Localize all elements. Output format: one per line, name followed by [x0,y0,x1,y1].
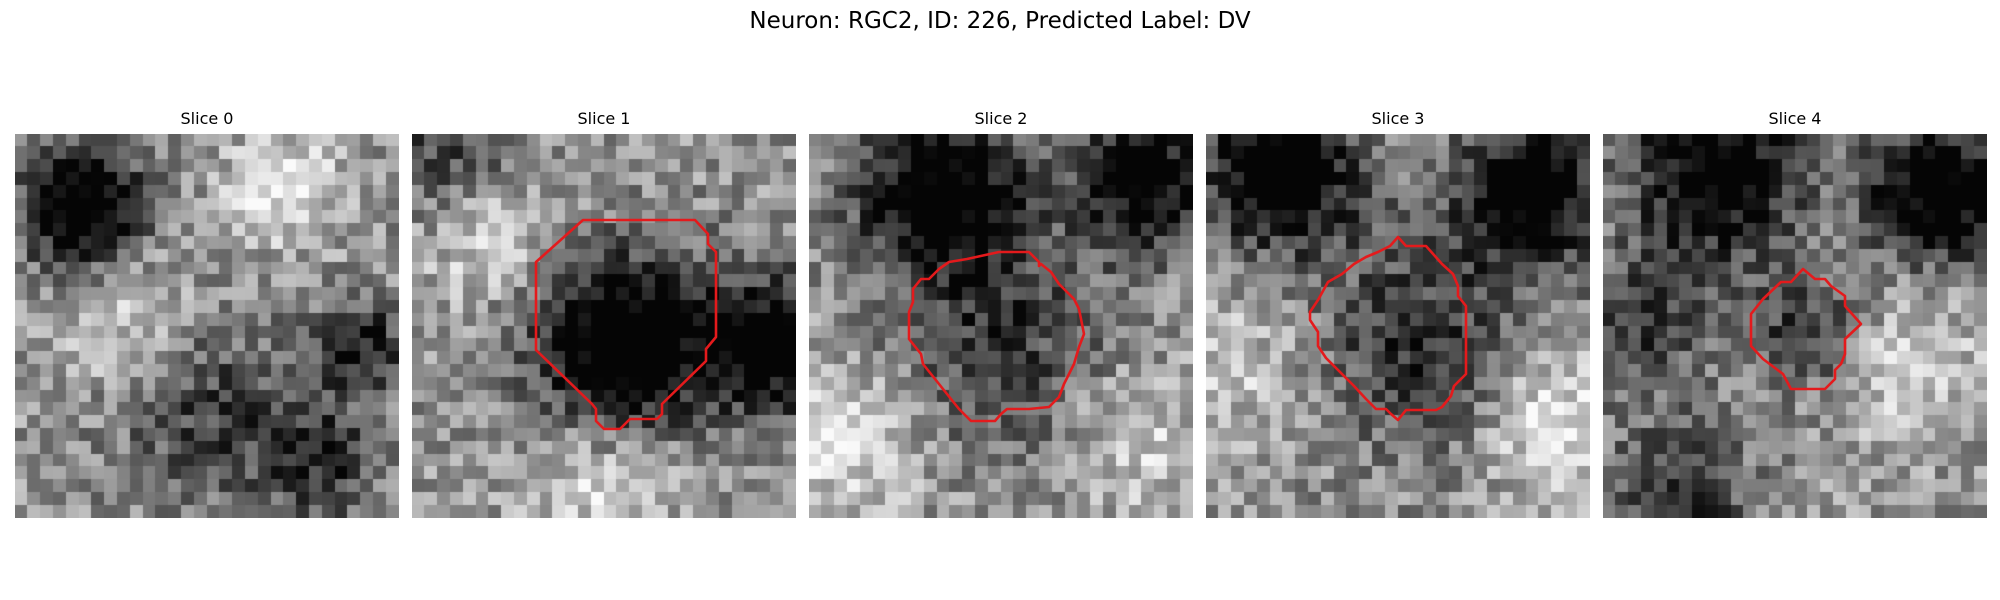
figure-title: Neuron: RGC2, ID: 226, Predicted Label: … [749,8,1251,34]
cell-contour [1308,235,1468,422]
cell-contour [907,250,1086,423]
slice-title: Slice 1 [577,109,631,128]
slice-image [1206,134,1590,518]
slice-title: Slice 3 [1371,109,1425,128]
slice-title: Slice 2 [974,109,1028,128]
slice-panel-3: Slice 3 [1206,108,1590,518]
slice-image [1603,134,1987,518]
slice-image [412,134,796,518]
slice-title: Slice 4 [1768,109,1822,128]
slice-image [15,134,399,518]
cell-contour [1749,267,1863,391]
slice-panel-2: Slice 2 [809,108,1193,518]
slice-panel-4: Slice 4 [1603,108,1987,518]
slice-title: Slice 0 [180,109,234,128]
slice-image [809,134,1193,518]
slice-panel-0: Slice 0 [15,108,399,518]
slice-panel-1: Slice 1 [412,108,796,518]
cell-contour [534,218,718,431]
